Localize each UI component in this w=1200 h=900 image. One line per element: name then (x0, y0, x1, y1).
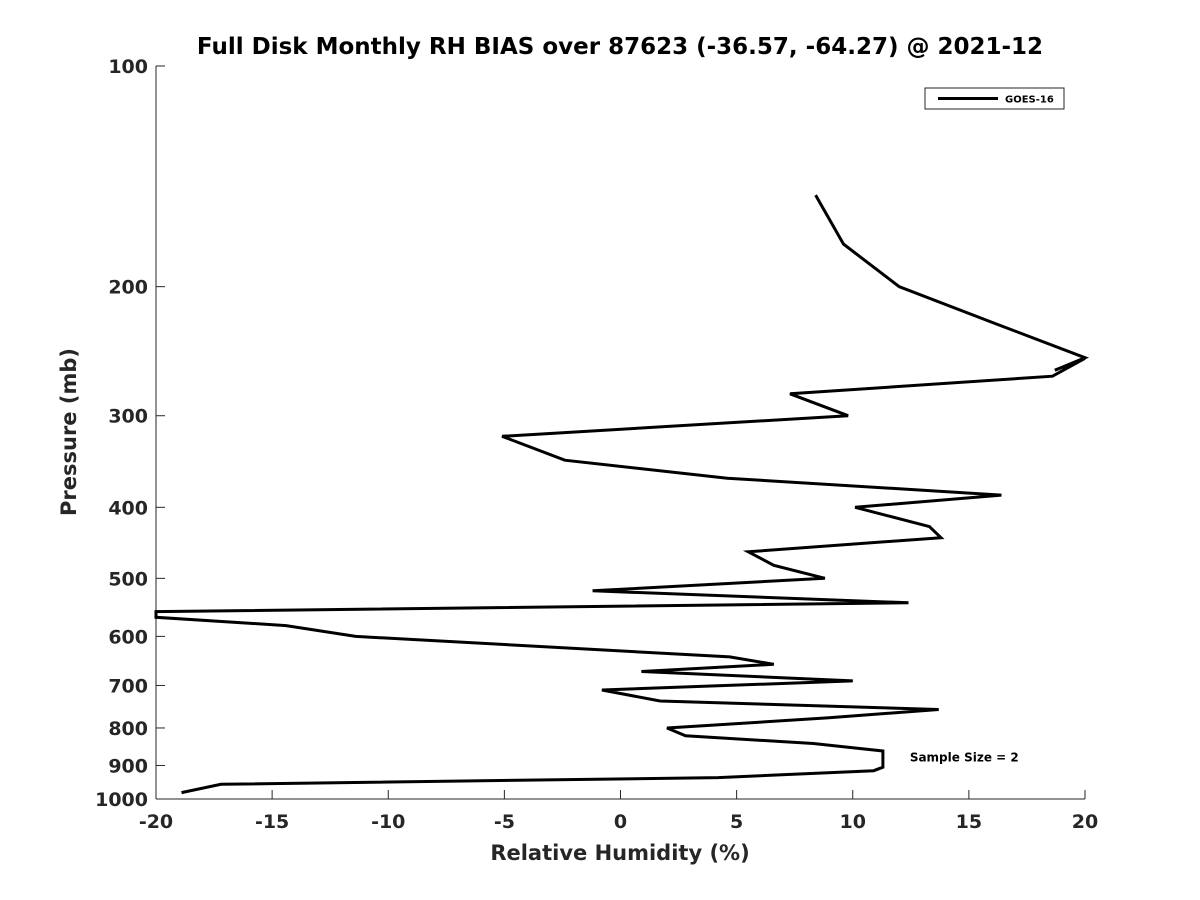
plot-area: -20 -15 -10 -5 0 5 10 15 20 100 200 300 400 500 600 70… (95, 56, 1098, 833)
x-axis-label: Relative Humidity (%) (490, 841, 749, 865)
x-tick-label: 10 (840, 811, 866, 833)
y-tick-label: 500 (108, 568, 148, 590)
x-tick-label: -10 (371, 811, 405, 833)
y-axis-label: Pressure (mb) (57, 348, 81, 516)
y-tick-label: 1000 (95, 789, 148, 811)
sample-size-annotation: Sample Size = 2 (910, 750, 1019, 764)
y-tick-label: 200 (108, 277, 148, 299)
y-tick-label: 300 (108, 406, 148, 428)
annotations: Sample Size = 2 (910, 750, 1019, 764)
chart-title: Full Disk Monthly RH BIAS over 87623 (-3… (197, 34, 1043, 60)
y-tick-label: 400 (108, 497, 148, 519)
series-group (154, 194, 1090, 795)
x-tick-label: -5 (494, 811, 515, 833)
y-tick-label: 600 (108, 626, 148, 648)
y-tick-label: 800 (108, 718, 148, 740)
y-axis: 100 200 300 400 500 600 700 800 900 1000 (95, 56, 165, 811)
legend: GOES-16 (924, 87, 1065, 110)
y-tick-label: 100 (108, 56, 148, 78)
y-tick-label: 700 (108, 675, 148, 697)
x-tick-label: 15 (956, 811, 982, 833)
x-tick-label: -20 (139, 811, 173, 833)
x-tick-label: 5 (730, 811, 743, 833)
legend-label-goes-16: GOES-16 (1005, 95, 1054, 106)
x-tick-label: 20 (1072, 811, 1098, 833)
y-tick-label: 900 (108, 755, 148, 777)
x-tick-label: -15 (255, 811, 289, 833)
series-line-goes-16 (154, 194, 1090, 795)
x-tick-label: 0 (614, 811, 627, 833)
x-axis: -20 -15 -10 -5 0 5 10 15 20 (139, 790, 1098, 833)
